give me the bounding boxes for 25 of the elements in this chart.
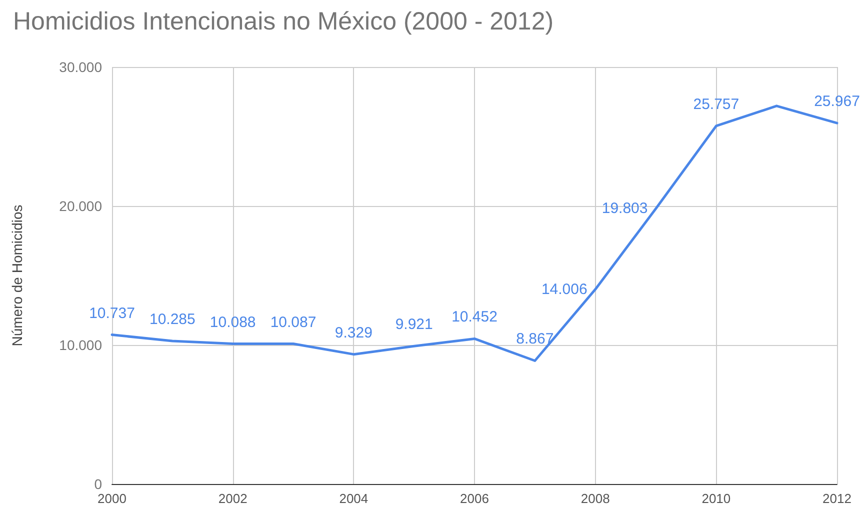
y-axis-title: Número de Homicidios [9, 204, 25, 346]
chart-title: Homicidios Intencionais no México (2000 - 2012) [13, 8, 554, 36]
x-tick-label: 2010 [702, 491, 731, 506]
y-tick-label: 20.000 [59, 198, 102, 214]
y-tick-label: 10.000 [59, 337, 102, 353]
y-tick-label: 30.000 [59, 59, 102, 75]
data-label: 10.087 [270, 314, 316, 331]
data-label: 19.803 [602, 200, 648, 218]
x-tick-label: 2000 [98, 491, 126, 506]
data-label: 10.737 [89, 304, 135, 322]
x-tick-label: 2012 [822, 491, 852, 506]
data-label: 9.329 [334, 324, 372, 342]
data-label: 25.757 [693, 96, 740, 113]
x-tick-label: 2006 [460, 491, 489, 506]
y-tick-label: 0 [94, 476, 102, 492]
data-label: 10.452 [452, 308, 498, 326]
data-label: 9.921 [395, 316, 433, 334]
data-label: 25.967 [814, 93, 860, 110]
x-tick-label: 2002 [218, 491, 248, 506]
x-tick-label: 2004 [339, 491, 368, 506]
x-tick-label: 2008 [580, 491, 610, 506]
data-label: 8.867 [516, 330, 554, 348]
data-label: 10.088 [210, 314, 256, 331]
data-label: 14.006 [541, 280, 588, 298]
data-label: 10.285 [149, 311, 196, 328]
